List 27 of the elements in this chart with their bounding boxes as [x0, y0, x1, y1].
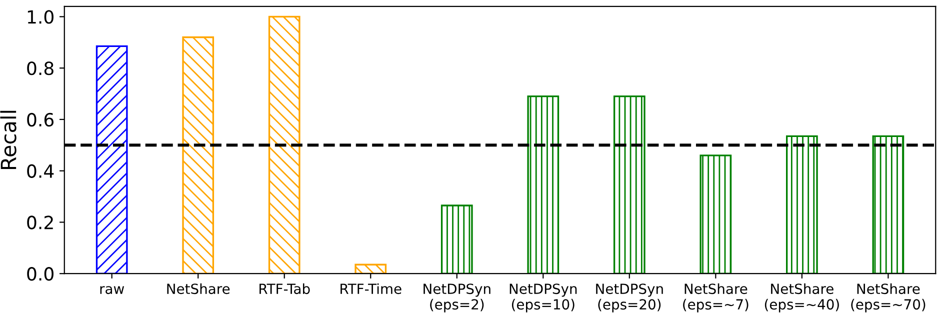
bar	[182, 36, 214, 274]
x-tick-label: NetDPSyn (eps=2)	[424, 284, 490, 312]
bar	[527, 95, 560, 274]
bar	[700, 154, 732, 274]
bar	[268, 16, 300, 274]
y-tick-label: 0.0	[27, 267, 54, 281]
x-tick-label: RTF-Time	[340, 283, 402, 294]
bar	[440, 204, 473, 274]
bar	[872, 135, 904, 274]
bar	[613, 95, 646, 274]
y-tick-label: 1.0	[28, 10, 54, 24]
x-tick-label: raw	[100, 286, 124, 294]
y-tick-label: 0.4	[27, 164, 54, 178]
bar	[96, 45, 128, 274]
bar	[786, 135, 818, 274]
y-tick-label: 0.8	[27, 62, 54, 76]
x-tick-label: RTF-Tab	[260, 283, 310, 294]
x-tick-label: NetShare (eps=~70)	[851, 283, 926, 312]
x-tick-label: NetShare (eps=~7)	[683, 283, 748, 312]
y-axis-title: Recall	[0, 110, 16, 170]
y-tick-label: 0.6	[27, 112, 54, 127]
x-tick-label: NetShare	[167, 283, 230, 294]
x-tick-label: NetShare (eps=~40)	[764, 283, 839, 312]
bar	[354, 264, 387, 274]
y-tick-label: 0.2	[27, 216, 53, 230]
x-tick-label: NetDPSyn (eps=20)	[596, 284, 663, 312]
x-tick-label: NetDPSyn (eps=10)	[510, 284, 577, 312]
